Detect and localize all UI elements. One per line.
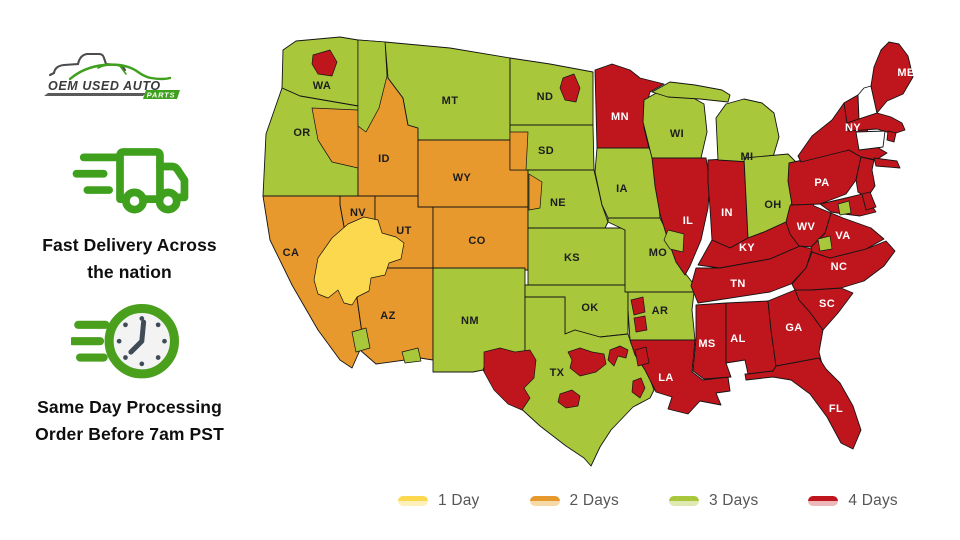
state-la xyxy=(629,339,731,415)
state-fl xyxy=(744,357,862,450)
legend-label: 2 Days xyxy=(569,492,619,509)
zone-patch-or-east xyxy=(311,107,359,169)
logo-parts-banner xyxy=(143,90,180,99)
state-me xyxy=(870,41,914,114)
zone-patch-ne-west xyxy=(528,173,543,211)
zone-patch-la-northwest xyxy=(634,346,650,367)
feature-line: Same Day Processing xyxy=(37,397,222,417)
legend-label: 4 Days xyxy=(848,492,898,509)
legend-swatch-4 xyxy=(808,496,839,506)
zone-patch-nd-east xyxy=(559,73,581,103)
state-wi xyxy=(642,91,708,159)
feature-same-day-text: Same Day Processing Order Before 7am PST xyxy=(12,394,247,448)
zone-patch-tx-austin xyxy=(557,389,581,409)
state-ma xyxy=(846,112,906,135)
zone-patch-az-south xyxy=(401,347,422,364)
logo-underline xyxy=(44,93,146,96)
logo-car-outline xyxy=(68,63,172,81)
legend-item-1-day: 1 Day xyxy=(398,492,480,510)
legend-item-2-days: 2 Days xyxy=(529,492,619,510)
legend-label: 3 Days xyxy=(708,492,759,509)
zone-patch-tx-northeast xyxy=(607,345,629,367)
state-nd xyxy=(509,57,594,126)
state-de xyxy=(861,191,877,211)
feature-fast-delivery-text: Fast Delivery Across the nation xyxy=(12,232,247,286)
legend-item-3-days: 3 Days xyxy=(668,492,759,510)
legend-swatch-2 xyxy=(529,496,560,506)
state-in xyxy=(707,157,749,249)
map-legend: 1 Day 2 Days 3 Days 4 Days xyxy=(398,492,928,510)
zone-patch-az-yuma xyxy=(351,327,371,353)
brand-name-text: OEM USED AUTO xyxy=(48,79,161,93)
zone-patch-id-north xyxy=(357,39,388,133)
zone-patch-tx-west xyxy=(483,347,537,411)
zone-patch-sw-desert xyxy=(313,216,405,306)
state-mi xyxy=(715,98,780,163)
state-ct xyxy=(855,130,886,151)
state-mi xyxy=(651,81,731,103)
state-al xyxy=(725,300,777,375)
legend-swatch-1 xyxy=(398,496,428,506)
feature-same-day-processing: Same Day Processing Order Before 7am PST xyxy=(12,296,247,448)
state-co xyxy=(432,206,529,271)
brand-parts-text: PARTS xyxy=(147,91,176,100)
zone-patch-ar-west-north xyxy=(630,296,646,316)
state-mt xyxy=(384,41,511,141)
feature-fast-delivery: Fast Delivery Across the nation xyxy=(12,134,247,286)
clock-icon xyxy=(70,303,179,379)
legend-swatch-3 xyxy=(668,496,699,506)
left-panel: OEM USED AUTO PARTS Fast Delivery Across… xyxy=(0,0,252,540)
zone-patch-wa-seattle xyxy=(311,49,338,77)
zone-patch-ar-west-south xyxy=(633,315,648,333)
delivery-truck-icon xyxy=(72,148,188,214)
legend-item-4-days: 4 Days xyxy=(808,492,898,510)
feature-line: the nation xyxy=(87,262,172,283)
logo-car-window xyxy=(97,64,127,75)
legend-label: 1 Day xyxy=(438,492,480,509)
logo-truck-bed xyxy=(48,71,56,77)
zone-patch-tx-houston xyxy=(631,377,646,399)
state-ks xyxy=(527,227,626,286)
state-nj xyxy=(855,156,876,199)
state-vt xyxy=(843,94,860,124)
state-ia xyxy=(594,147,661,219)
zone-patch-va-richmond xyxy=(817,235,833,252)
feature-line: Fast Delivery Across xyxy=(42,235,217,255)
state-ny xyxy=(873,157,901,169)
brand-logo: OEM USED AUTO PARTS xyxy=(42,42,182,102)
zone-patch-sd-west xyxy=(509,131,529,171)
zone-patch-tx-dfw xyxy=(567,347,607,377)
zone-patch-va-dc xyxy=(837,200,852,216)
zone-patch-il-stlouis xyxy=(663,229,685,253)
state-ri xyxy=(886,130,897,143)
state-ms xyxy=(692,302,732,380)
brand-logo-graphic: OEM USED AUTO PARTS xyxy=(44,52,180,100)
feature-line: Order Before 7am PST xyxy=(35,424,224,445)
